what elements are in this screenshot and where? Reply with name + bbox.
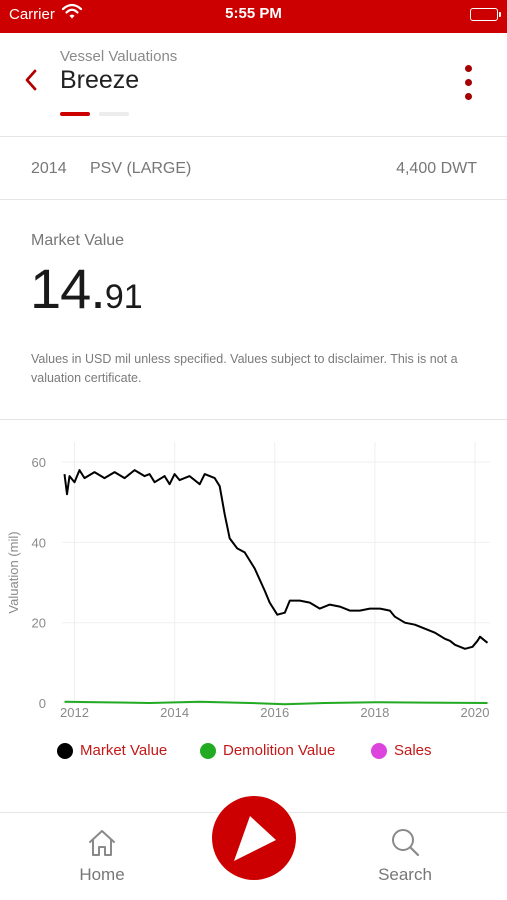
valuation-chart[interactable]: 0 20 40 60 2012 2014 2016 2018 2020 Valuation (mi… — [0, 420, 507, 812]
x-tick-label: 2014 — [160, 705, 189, 720]
market-value-integer: 14. — [30, 257, 106, 320]
x-tick-label: 2020 — [461, 705, 490, 720]
legend-dot-demolition-value — [200, 743, 216, 759]
page-indicator-active[interactable] — [60, 112, 90, 116]
wifi-icon — [61, 3, 83, 26]
x-tick-label: 2018 — [360, 705, 389, 720]
disclaimer-text: Values in USD mil unless specified. Valu… — [31, 352, 458, 385]
market-value-decimal: 91 — [104, 278, 143, 316]
tab-home-label: Home — [79, 865, 125, 884]
more-options-button[interactable] — [459, 65, 479, 101]
vessel-year: 2014 — [31, 160, 67, 177]
y-tick-label: 0 — [39, 696, 46, 711]
play-logo-icon — [234, 816, 276, 861]
market-value: 14.91 — [30, 256, 143, 321]
more-vertical-icon — [465, 65, 472, 72]
chart-plot[interactable]: 0 20 40 60 2012 2014 2016 2018 2020 Valuation (mi… — [0, 420, 507, 730]
legend-label-sales: Sales — [394, 742, 432, 759]
market-value-section: Market Value 14.91 Values in USD mil unl… — [0, 200, 507, 420]
tab-search-label: Search — [378, 865, 432, 884]
series-line-demolition-value — [64, 700, 488, 706]
center-action-button[interactable] — [212, 796, 296, 880]
y-tick-label: 20 — [32, 616, 46, 631]
y-axis-label: Valuation (mil) — [6, 531, 21, 613]
x-tick-label: 2012 — [60, 705, 89, 720]
legend-dot-market-value — [57, 743, 73, 759]
market-value-label: Market Value — [31, 232, 125, 249]
series-line-market-value — [63, 469, 489, 650]
tab-home[interactable]: Home — [42, 813, 162, 900]
legend-dot-sales — [371, 743, 387, 759]
status-bar: Carrier 5:55 PM — [0, 0, 507, 33]
legend-label-market-value: Market Value — [80, 742, 168, 759]
page-indicator-inactive[interactable] — [99, 112, 129, 116]
app-header: Vessel Valuations Breeze — [0, 33, 507, 137]
x-tick-label: 2016 — [260, 705, 289, 720]
carrier-label: Carrier — [9, 6, 55, 23]
legend-label-demolition-value: Demolition Value — [223, 742, 336, 759]
header-subtitle: Vessel Valuations — [60, 48, 178, 65]
home-icon — [89, 830, 115, 856]
page-title: Breeze — [60, 66, 140, 94]
vessel-dwt: 4,400 DWT — [396, 160, 477, 177]
search-icon — [392, 829, 420, 857]
status-time: 5:55 PM — [225, 5, 282, 22]
vessel-spec-row: 2014 PSV (LARGE) 4,400 DWT — [0, 137, 507, 200]
vessel-type: PSV (LARGE) — [90, 160, 192, 177]
battery-icon — [470, 8, 501, 21]
chart-legend: Market Value Demolition Value Sales — [0, 740, 507, 762]
chevron-left-icon — [25, 69, 37, 91]
y-tick-label: 40 — [32, 535, 46, 550]
page-indicator[interactable] — [60, 112, 130, 116]
y-tick-label: 60 — [32, 455, 46, 470]
tab-search[interactable]: Search — [345, 813, 465, 900]
back-button[interactable] — [18, 63, 46, 97]
